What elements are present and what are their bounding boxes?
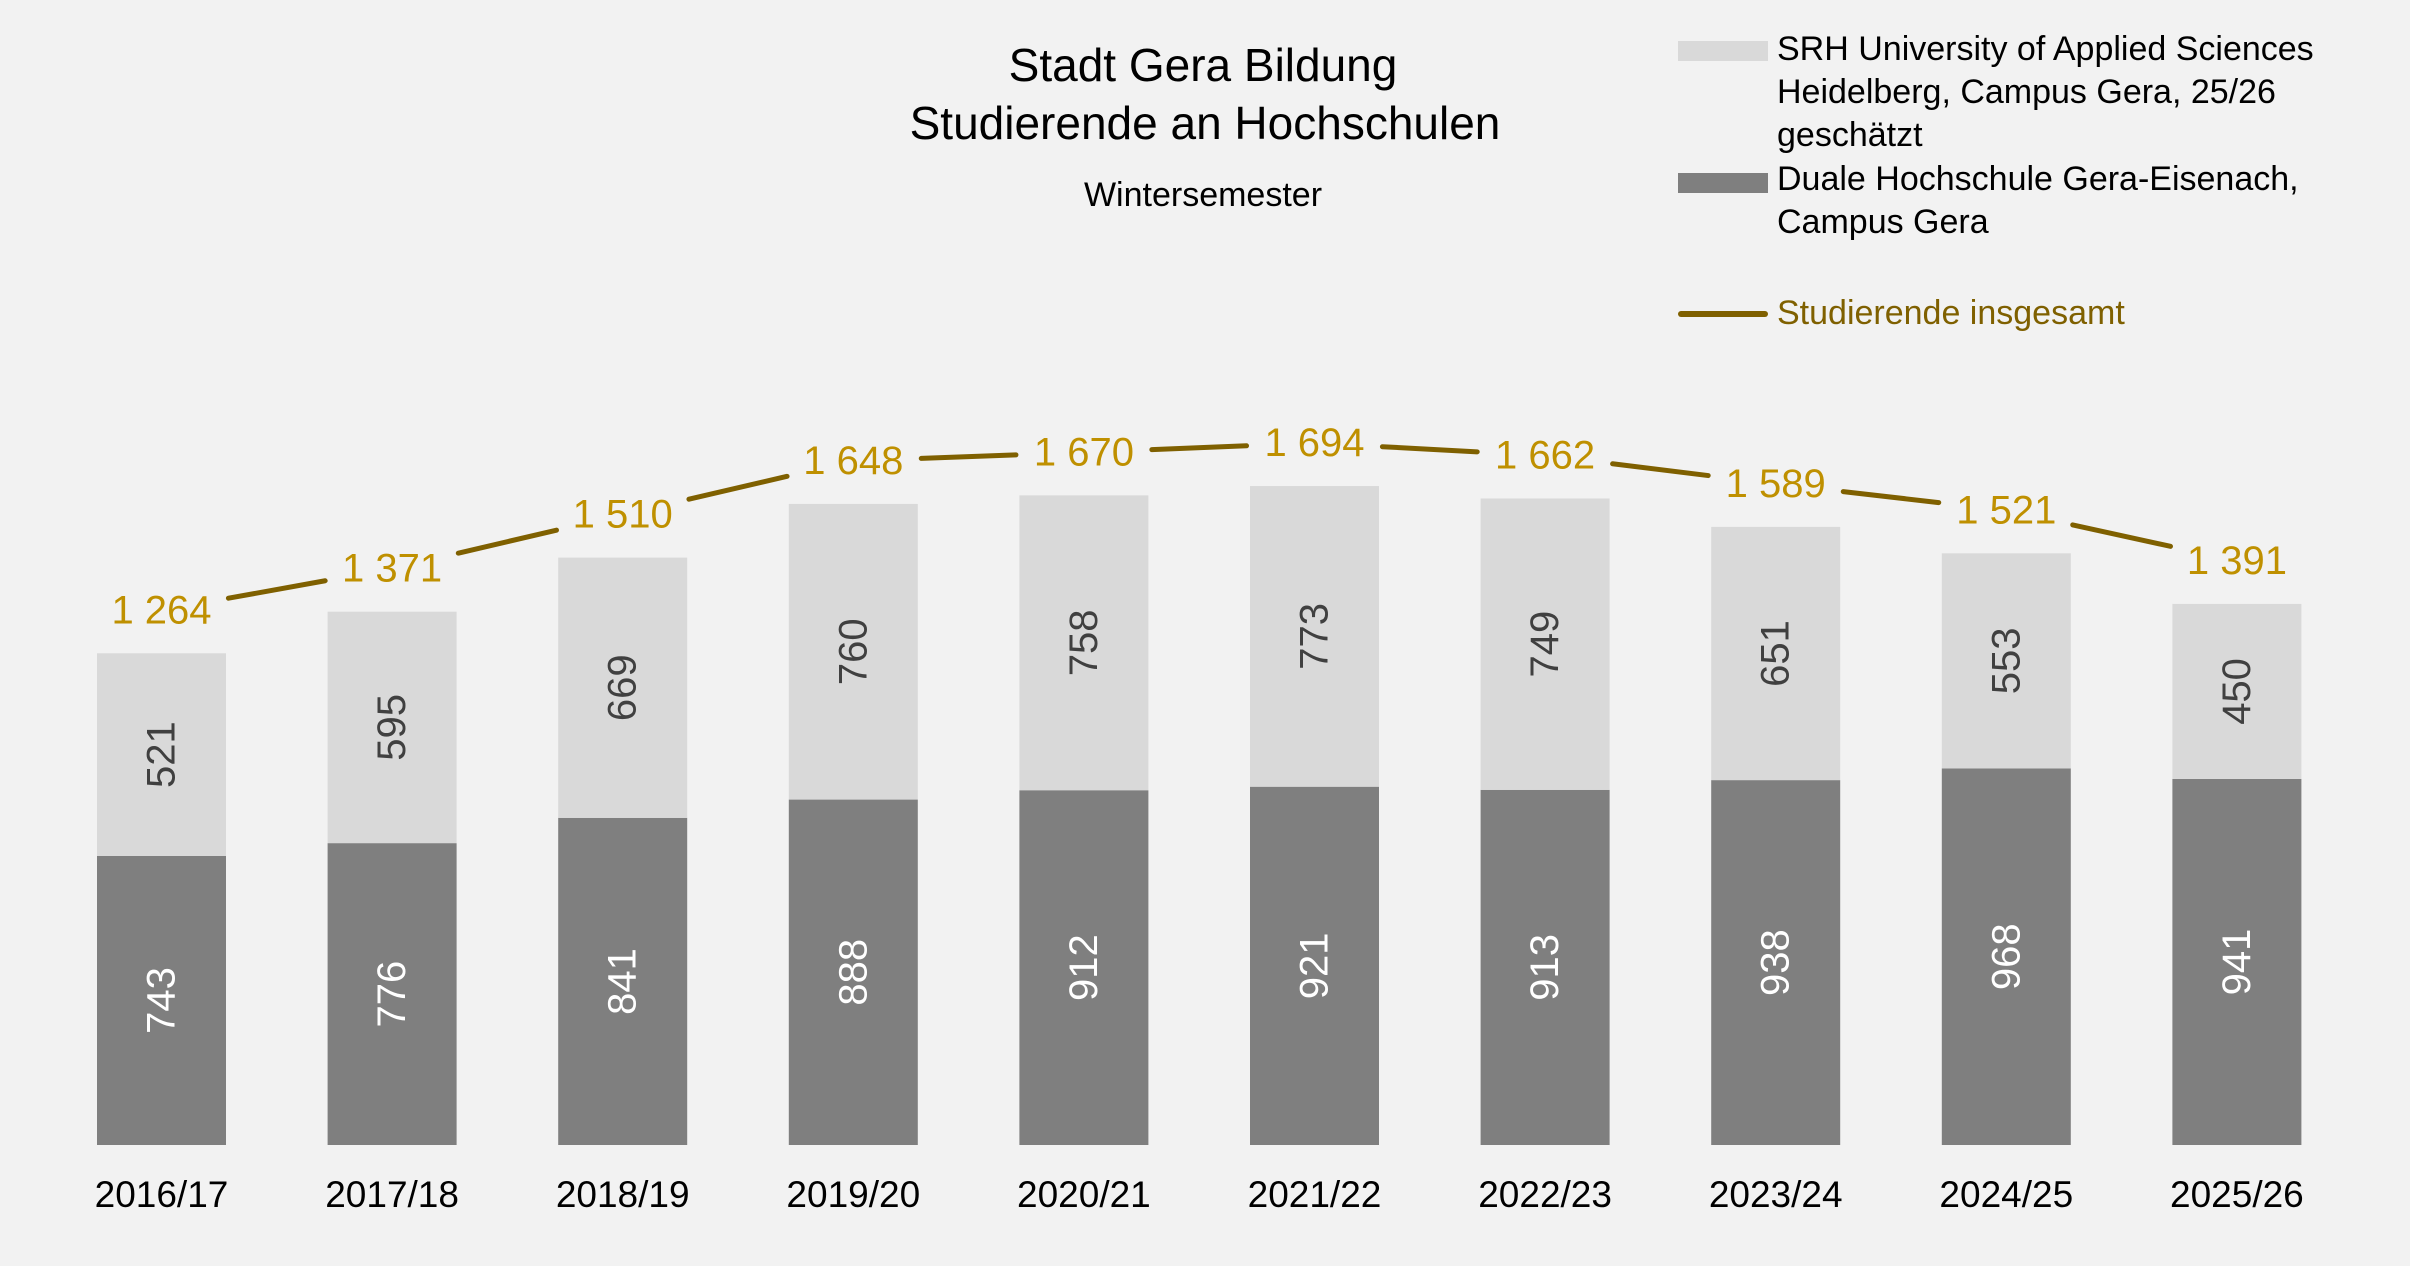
bar-value-label: 913 <box>1523 934 1567 1001</box>
x-tick-label: 2017/18 <box>325 1174 459 1215</box>
legend-line: geschätzt <box>1777 116 1923 154</box>
bar-value-label: 758 <box>1062 609 1106 676</box>
bar-segment <box>1480 789 1610 1145</box>
bar-value-label: 888 <box>831 939 875 1006</box>
bar-value-label: 841 <box>601 948 645 1015</box>
bar-value-label: 669 <box>601 654 645 721</box>
bar-segment <box>558 817 688 1145</box>
total-value-label: 1 670 <box>1034 430 1134 474</box>
legend-label-total: Studierende insgesamt <box>1777 294 2125 332</box>
total-line-segment <box>455 527 559 556</box>
total-line-segment <box>2070 522 2173 549</box>
total-value-label: 1 662 <box>1495 433 1595 477</box>
x-tick-label: 2025/26 <box>2170 1174 2304 1215</box>
bar-value-label: 553 <box>1984 628 2028 695</box>
bar-segment <box>1019 495 1149 791</box>
bar-segment <box>97 653 226 856</box>
legend-line: Duale Hochschule Gera-Eisenach, <box>1777 160 2299 198</box>
bar-value-label: 773 <box>1293 603 1337 670</box>
bar-segment <box>788 503 918 800</box>
legend-label-duale: Duale Hochschule Gera-Eisenach, Campus G… <box>1777 158 2299 244</box>
bar-segment <box>1941 553 2071 769</box>
bar-segment <box>2172 603 2302 779</box>
total-value-label: 1 264 <box>111 588 211 632</box>
chart-subtitle: Wintersemester <box>1083 176 1323 214</box>
bar-segment <box>2172 778 2302 1145</box>
x-tick-label: 2016/17 <box>95 1174 229 1215</box>
bar-segment <box>558 557 688 818</box>
bar-segment <box>1250 486 1379 787</box>
x-tick-label: 2019/20 <box>786 1174 920 1215</box>
total-value-label: 1 521 <box>1956 488 2056 532</box>
bar-value-label: 595 <box>370 694 414 761</box>
total-line-segment <box>1840 489 1942 506</box>
bar-value-label: 938 <box>1754 929 1798 996</box>
legend-line: Heidelberg, Campus Gera, 25/26 <box>1777 73 2276 111</box>
total-value-label: 1 391 <box>2187 539 2287 583</box>
x-tick-label: 2020/21 <box>1017 1174 1151 1215</box>
x-tick-label: 2021/22 <box>1248 1174 1382 1215</box>
x-tick-label: 2024/25 <box>1939 1174 2073 1215</box>
bar-value-label: 912 <box>1062 934 1106 1001</box>
total-line-segment <box>225 578 328 601</box>
total-line-segment <box>1149 443 1250 453</box>
bar-value-label: 760 <box>831 618 875 685</box>
legend-line: Campus Gera <box>1777 203 1989 241</box>
bar-value-label: 521 <box>140 721 184 788</box>
legend-line: SRH University of Applied Sciences <box>1777 30 2314 68</box>
bar-segment <box>1480 498 1610 790</box>
bar-segment <box>1711 526 1841 781</box>
bar-segment <box>1941 768 2071 1145</box>
bar-value-label: 968 <box>1984 923 2028 990</box>
chart-title: Stadt Gera Bildung <box>1008 39 1398 91</box>
legend-swatch-srh <box>1678 41 1768 61</box>
bar-segment <box>1711 780 1841 1145</box>
x-tick-label: 2022/23 <box>1478 1174 1612 1215</box>
legend-label-srh: SRH University of Applied Sciences Heide… <box>1777 28 2314 157</box>
bar-value-label: 941 <box>2215 929 2259 996</box>
x-tick-label: 2023/24 <box>1709 1174 1843 1215</box>
total-line-segment <box>686 473 790 502</box>
bar-segment <box>788 799 918 1145</box>
total-line-segment <box>918 452 1019 461</box>
total-value-label: 1 371 <box>342 547 442 591</box>
total-line-segment <box>1610 461 1711 479</box>
legend-swatch-total <box>1678 311 1768 317</box>
bar-value-label: 776 <box>370 961 414 1028</box>
bar-value-label: 749 <box>1523 611 1567 678</box>
bar-segment <box>1250 786 1379 1145</box>
x-tick-label: 2018/19 <box>556 1174 690 1215</box>
bar-segment <box>327 843 457 1145</box>
total-line-segment <box>1379 444 1480 455</box>
bar-value-label: 921 <box>1293 932 1337 999</box>
total-value-label: 1 648 <box>803 439 903 483</box>
bar-segment <box>1019 790 1149 1145</box>
legend-swatch-duale <box>1678 173 1768 193</box>
total-value-label: 1 694 <box>1264 421 1364 465</box>
bar-value-label: 743 <box>140 967 184 1034</box>
chart-title-line2: Studierende an Hochschulen <box>909 97 1501 149</box>
bar-value-label: 450 <box>2215 658 2259 725</box>
total-value-label: 1 510 <box>573 493 673 537</box>
bar-segment <box>97 855 226 1145</box>
bar-segment <box>327 611 457 844</box>
total-value-label: 1 589 <box>1726 462 1826 506</box>
bar-value-label: 651 <box>1754 620 1798 687</box>
